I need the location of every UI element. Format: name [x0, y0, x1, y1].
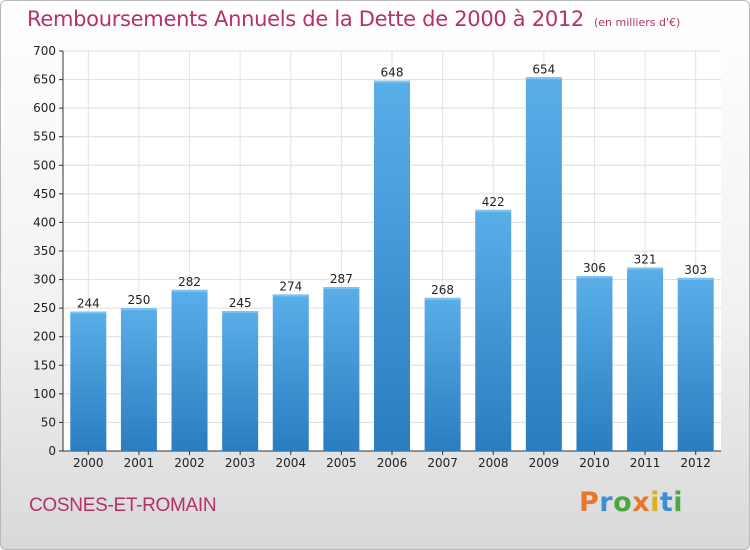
y-tick-label: 100: [33, 387, 56, 401]
bar-highlight: [222, 311, 259, 313]
y-tick-label: 350: [33, 244, 56, 258]
bar-highlight: [272, 294, 309, 297]
bar-highlight: [677, 277, 714, 280]
x-tick-label-2005: 2005: [326, 456, 357, 470]
x-tick-label-2008: 2008: [478, 456, 509, 470]
logo-letter: t: [659, 487, 674, 518]
data-label-2002: 282: [178, 275, 201, 289]
y-tick-label: 400: [33, 215, 56, 229]
x-tick-label-2002: 2002: [174, 456, 205, 470]
data-label-2007: 268: [431, 283, 454, 297]
data-label-2012: 303: [684, 263, 707, 277]
data-labels: 244 250 282 245 274 287 648 268 422 654 306 321 303: [77, 62, 707, 310]
x-tick-label-2012: 2012: [680, 456, 711, 470]
y-tick-label: 250: [33, 301, 56, 315]
logo-letter: i: [673, 487, 684, 518]
chart-title: Remboursements Annuels de la Dette de 20…: [27, 7, 680, 31]
bar-2009: [525, 77, 562, 452]
bar-highlight: [70, 311, 107, 314]
bar-2012: [677, 277, 714, 451]
data-label-2011: 321: [634, 253, 657, 267]
y-tick-label: 550: [33, 130, 56, 144]
x-tick-label-2007: 2007: [427, 456, 458, 470]
data-label-2005: 287: [330, 272, 353, 286]
bar-2011: [627, 267, 664, 451]
logo-letter: o: [613, 487, 633, 518]
unit-label: (en milliers d'€): [594, 16, 681, 29]
bar-highlight: [525, 77, 562, 80]
x-tick-label-2011: 2011: [630, 456, 661, 470]
bar-highlight: [576, 276, 613, 279]
data-label-2010: 306: [583, 261, 606, 275]
logo-letter: P: [579, 487, 600, 518]
bar-2001: [120, 308, 157, 451]
axes: 0 50 100 150 200 250 300 350 400 450 500 550 600 650 7…: [33, 44, 721, 470]
bar-highlight: [120, 308, 157, 311]
y-tick-label: 500: [33, 158, 56, 172]
proxiti-logo[interactable]: Proxiti: [579, 487, 683, 518]
bar-2008: [475, 209, 512, 451]
bar-highlight: [475, 209, 512, 212]
bar-2002: [171, 289, 208, 451]
bar-2005: [323, 287, 360, 451]
bars: [70, 77, 714, 452]
y-tick-label: 700: [33, 44, 56, 58]
data-label-2009: 654: [532, 62, 555, 76]
bar-2006: [374, 80, 410, 451]
bar-highlight: [627, 267, 664, 270]
y-tick-label: 300: [33, 273, 56, 287]
data-label-2001: 250: [127, 293, 150, 307]
data-label-2006: 648: [381, 66, 404, 80]
x-tick-label-2010: 2010: [579, 456, 610, 470]
commune-name: COSNES-ET-ROMAIN: [29, 495, 217, 516]
data-label-2004: 274: [279, 279, 302, 293]
logo-letter: i: [650, 487, 660, 518]
x-tick-label-2009: 2009: [529, 456, 560, 470]
x-tick-label-2003: 2003: [225, 456, 256, 470]
bar-highlight: [374, 80, 410, 83]
bar-2003: [222, 311, 259, 451]
bar-2007: [424, 297, 461, 451]
logo-letter: r: [599, 487, 614, 518]
y-tick-label: 600: [33, 101, 56, 115]
y-tick-label: 200: [33, 330, 56, 344]
x-tick-label-2000: 2000: [73, 456, 104, 470]
title-text: Remboursements Annuels de la Dette de 20…: [27, 7, 584, 31]
data-label-2008: 422: [482, 195, 505, 209]
bar-2010: [576, 276, 613, 451]
logo-letter: x: [632, 487, 651, 518]
y-tick-label: 450: [33, 187, 56, 201]
y-tick-label: 50: [41, 415, 56, 429]
x-tick-label-2004: 2004: [275, 456, 306, 470]
bar-2004: [272, 294, 309, 451]
bar-highlight: [323, 287, 360, 289]
bar-highlight: [424, 297, 461, 300]
y-tick-label: 650: [33, 73, 56, 87]
x-tick-label-2001: 2001: [124, 456, 155, 470]
data-label-2000: 244: [77, 297, 100, 311]
bar-highlight: [171, 289, 208, 292]
x-tick-label-2006: 2006: [377, 456, 408, 470]
y-tick-label: 150: [33, 358, 56, 372]
y-tick-label: 0: [48, 444, 56, 458]
bar-2000: [70, 311, 107, 451]
data-label-2003: 245: [229, 296, 252, 310]
